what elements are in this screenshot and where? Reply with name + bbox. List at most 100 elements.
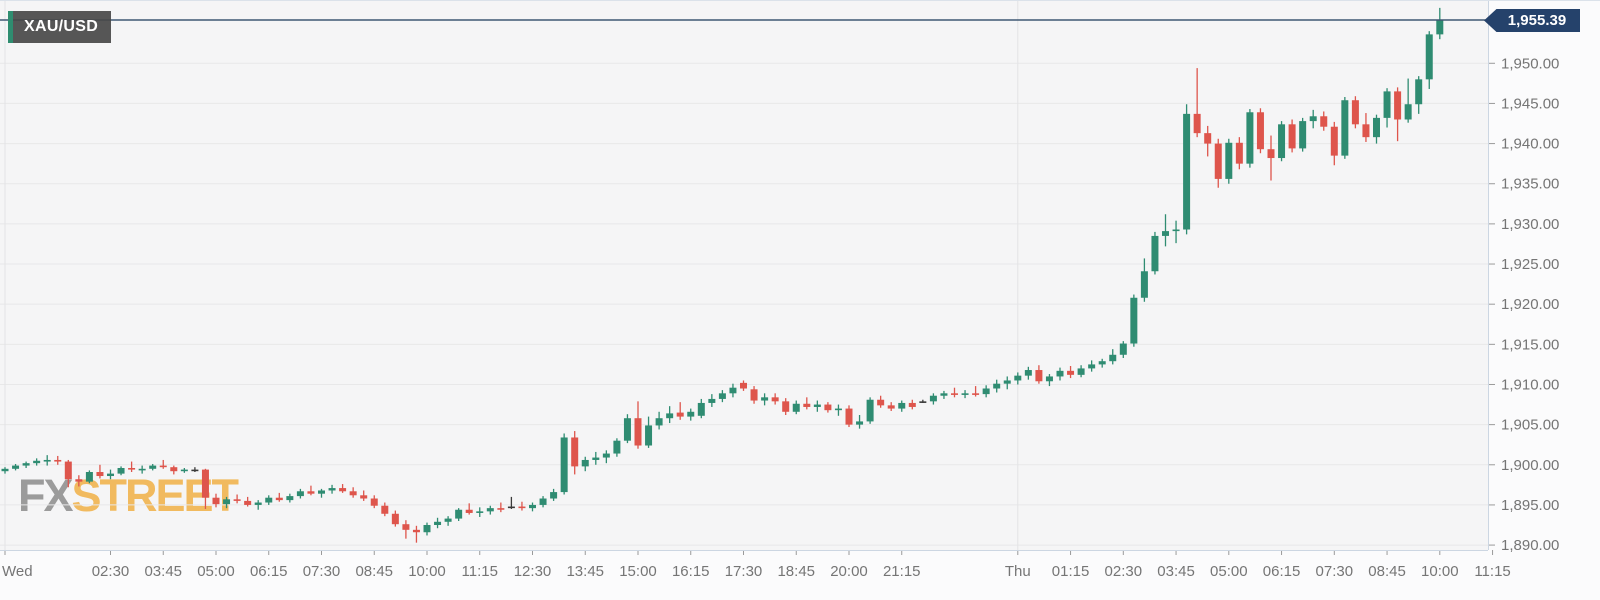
time-axis-label: 03:45 [144,563,182,580]
candle-body [1436,20,1444,35]
candle-body [107,473,114,477]
time-axis-label: 13:45 [566,563,604,580]
candle-body [761,397,769,401]
candle-body [1394,91,1402,120]
candle-body [1383,91,1391,118]
candle-body [687,411,695,417]
candle-body [1003,380,1011,384]
candle-body [824,404,832,411]
candle-body [887,405,895,409]
candle-body [539,498,547,505]
candle-body [328,488,336,491]
candle-body [655,418,663,426]
candle-body [465,509,473,513]
candle-body [919,401,927,403]
price-axis-label: 1,935.00 [1501,176,1559,193]
candle-body [708,398,716,403]
candle-body [497,508,505,510]
candle-body [360,495,368,499]
candle-body [1067,370,1075,375]
candle-body [803,403,811,407]
candle-body [1183,113,1191,230]
candle-body [1330,126,1338,156]
candle-body [982,388,990,395]
candle-body [877,399,885,406]
candle-body [1014,375,1022,381]
candle-body [529,504,536,509]
candle-body [391,513,399,525]
candle-body [1299,121,1307,149]
last-price-value: 1,955.39 [1507,12,1567,29]
candle-body [560,437,568,493]
candle-body [1109,354,1117,362]
candle-body [170,467,178,472]
time-axis-label: 21:15 [883,563,921,580]
candle-body [1288,124,1296,149]
fxstreet-watermark: FXSTREET [18,470,240,521]
candle-body [1045,376,1053,382]
time-axis-label: 03:45 [1157,563,1195,580]
candle-body [138,468,146,471]
candle-body [412,529,420,533]
price-axis-label: 1,890.00 [1501,537,1559,554]
candle-body [307,491,315,494]
candle-body [1172,229,1180,232]
candle-body [676,412,684,417]
candle-body [645,425,653,446]
candle-body [180,469,188,472]
time-axis-label: 07:30 [303,563,341,580]
candle-body [951,393,958,395]
time-axis-label: Wed [2,563,33,580]
candle-body [339,488,347,492]
candle-body [275,497,283,501]
time-axis-label: 05:00 [1210,563,1248,580]
price-axis-label: 1,945.00 [1501,95,1559,112]
candle-body [1162,231,1169,236]
candle-body [993,383,1001,389]
time-axis[interactable]: Wed 02:30 03:45 05:00 06:15 07:30 08:45 10:00 11… [2,550,1511,580]
candle-body [740,382,747,389]
candle-body [666,413,674,419]
candle-body [813,404,821,407]
candle-body [1341,100,1349,156]
time-axis-label: 11:15 [1474,563,1510,580]
candle-body [296,491,304,497]
candle-body [1151,235,1159,272]
time-axis-label: 01:15 [1052,563,1090,580]
gridlines [0,1,1488,550]
candle-body [43,459,51,462]
price-axis-label: 1,900.00 [1501,457,1559,474]
candle-body [1256,112,1264,150]
candle-body [370,498,378,506]
time-axis-label: 02:30 [1105,563,1143,580]
candle-body [254,502,262,505]
candle-body [486,508,494,512]
candle-body [128,467,136,470]
candle-body [972,393,980,395]
watermark-street: STREET [71,470,240,521]
candle-body [750,389,758,401]
price-axis-label: 1,930.00 [1501,216,1559,233]
candle-body [1415,79,1423,105]
candle-body [571,437,579,467]
candle-body [1035,370,1043,382]
candle-body [476,511,484,513]
candle-body [1425,34,1433,80]
candle-body [1246,112,1254,164]
candle-body [1267,149,1275,159]
time-axis-label: 06:15 [1263,563,1301,580]
candle-body [1235,142,1243,164]
price-axis[interactable]: 1,950.00 1,945.00 1,940.00 1,935.00 1,930.00… [1488,55,1559,554]
candle-body [1351,100,1359,125]
candle-body [940,393,948,396]
candle-body [1320,116,1328,127]
plot-area[interactable] [0,1,1488,550]
time-axis-label: 07:30 [1316,563,1354,580]
candle-body [265,497,273,503]
price-axis-label: 1,910.00 [1501,376,1559,393]
candle-body [159,465,167,468]
candle-body [1309,116,1317,122]
candle-body [244,500,252,505]
candle-body [856,421,864,425]
